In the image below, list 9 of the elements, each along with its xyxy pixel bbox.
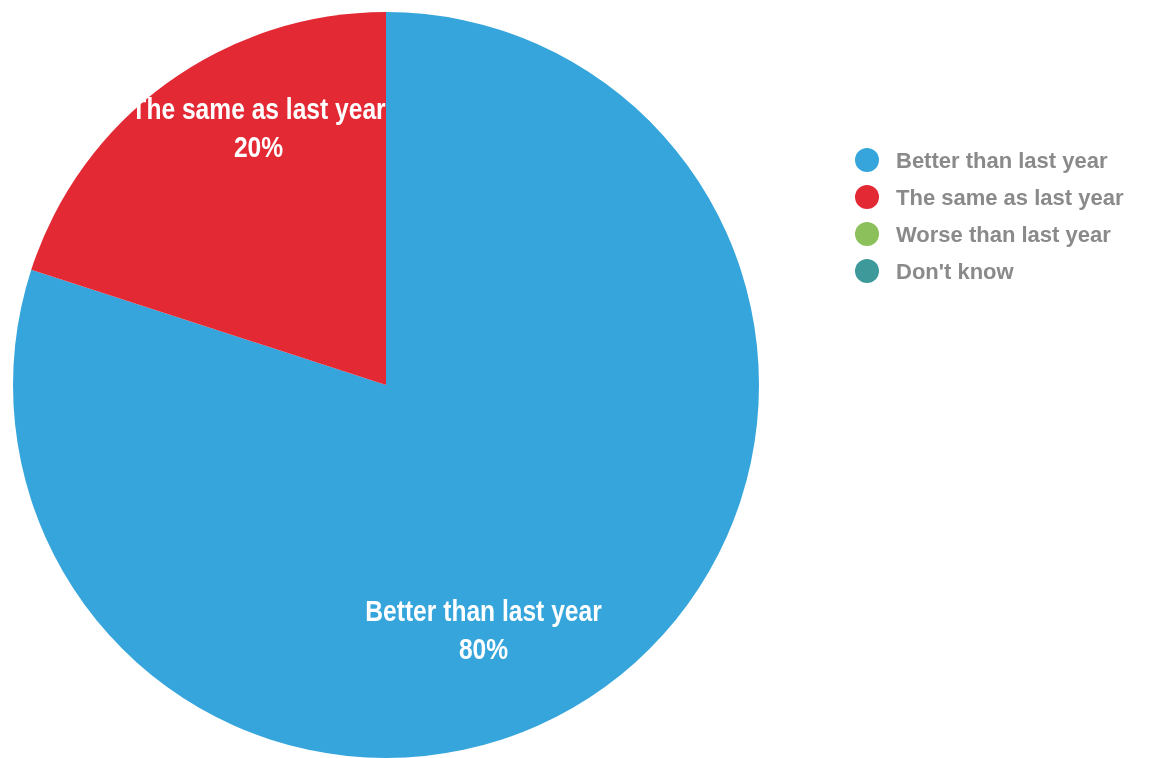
pie-slice	[31, 12, 386, 385]
legend-label: Worse than last year	[896, 222, 1112, 247]
legend-label: Don't know	[896, 259, 1015, 284]
legend-label: Better than last year	[896, 148, 1108, 173]
legend-label: The same as last year	[896, 185, 1124, 210]
slice-label: Better than last year	[365, 593, 603, 628]
data-label: 80%	[458, 631, 509, 666]
data-label: 20%	[233, 129, 284, 164]
pie-slice	[13, 12, 759, 758]
